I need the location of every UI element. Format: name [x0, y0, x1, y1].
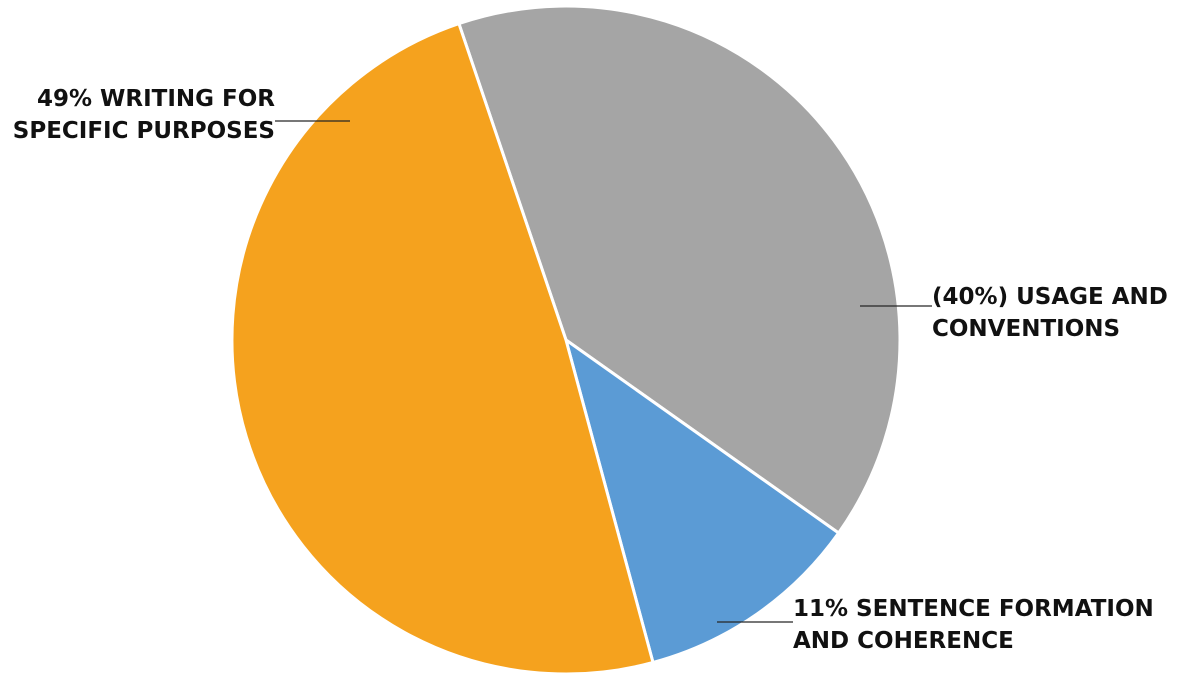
data-label: 11% SENTENCE FORMATION AND COHERENCE — [793, 596, 1154, 654]
data-label-line: 49% WRITING FOR — [37, 86, 275, 112]
data-label: (40%) USAGE AND CONVENTIONS — [932, 284, 1168, 342]
data-label-line: AND COHERENCE — [793, 628, 1014, 654]
data-label: 49% WRITING FOR SPECIFIC PURPOSES — [13, 86, 276, 144]
data-label-line: CONVENTIONS — [932, 316, 1120, 342]
data-label-line: (40%) USAGE AND — [932, 284, 1168, 310]
pie-slices — [232, 6, 900, 674]
data-label-line: SPECIFIC PURPOSES — [13, 118, 275, 144]
data-label-line: 11% SENTENCE FORMATION — [793, 596, 1154, 622]
